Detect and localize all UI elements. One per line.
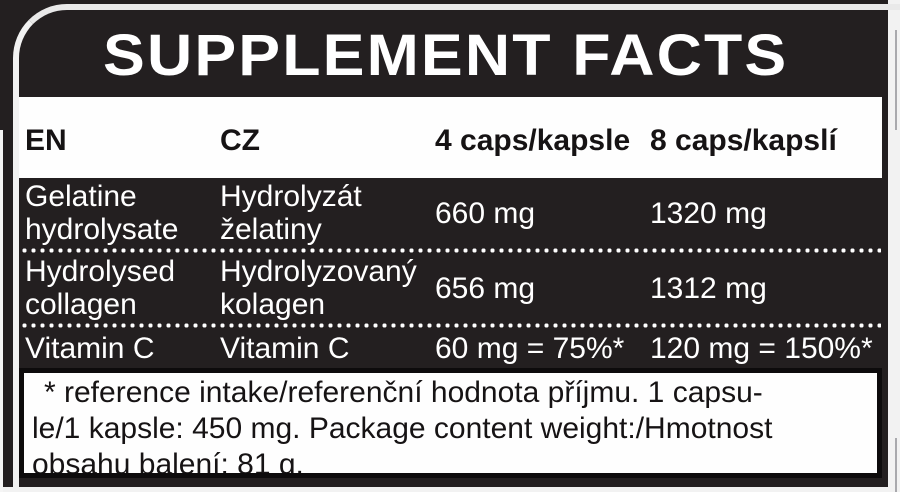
cell-amount-8caps: 1312 mg	[650, 271, 767, 305]
cell-name-en: Hydrolysed collagen	[25, 255, 176, 321]
dotted-divider	[20, 323, 881, 328]
page-title: SUPPLEMENT FACTS	[103, 23, 789, 88]
dotted-divider	[20, 248, 881, 253]
table-header-row: EN CZ 4 caps/kapsle 8 caps/kapslí	[19, 97, 882, 178]
facts-table: EN CZ 4 caps/kapsle 8 caps/kapslí Gelati…	[19, 97, 882, 478]
scan-edge-line	[895, 438, 897, 492]
cell-amount-4caps: 660 mg	[435, 196, 536, 230]
page-edge-sliver	[0, 130, 3, 492]
cell-name-cz: Vitamin C	[220, 331, 350, 365]
cell-name-en: Gelatine hydrolysate	[25, 180, 179, 246]
column-header-4caps: 4 caps/kapsle	[435, 123, 631, 157]
cell-name-cz: Hydrolyzát želatiny	[220, 180, 362, 246]
column-header-8caps: 8 caps/kapslí	[650, 123, 837, 157]
footnote-line: obsahu balení: 81 g.	[32, 448, 304, 478]
table-row: Hydrolysed collagen Hydrolyzovaný kolage…	[19, 253, 882, 323]
cell-name-cz: Hydrolyzovaný kolagen	[220, 255, 417, 321]
reference-intake-note: * reference intake/referenční hodnota př…	[19, 368, 882, 478]
footnote-line: * reference intake/referenční hodnota př…	[44, 376, 763, 409]
cell-amount-8caps: 120 mg = 150%*	[650, 331, 873, 365]
column-header-en: EN	[25, 123, 67, 157]
scan-edge-line	[895, 30, 897, 130]
cell-name-en: Vitamin C	[25, 331, 155, 365]
cell-amount-8caps: 1320 mg	[650, 196, 767, 230]
table-row: Gelatine hydrolysate Hydrolyzát želatiny…	[19, 178, 882, 248]
footnote-line: le/1 kapsle: 450 mg. Package content wei…	[32, 412, 773, 445]
table-row: Vitamin C Vitamin C 60 mg = 75%* 120 mg …	[19, 328, 882, 368]
column-header-cz: CZ	[220, 123, 260, 157]
cell-amount-4caps: 60 mg = 75%*	[435, 331, 625, 365]
supplement-label-panel: SUPPLEMENT FACTS EN CZ 4 caps/kapsle 8 c…	[0, 0, 888, 487]
cell-amount-4caps: 656 mg	[435, 271, 536, 305]
